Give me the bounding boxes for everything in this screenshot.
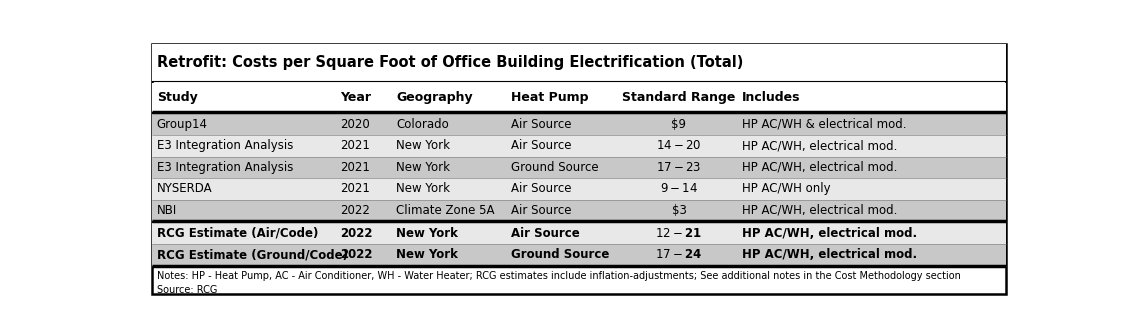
Text: HP AC/WH, electrical mod.: HP AC/WH, electrical mod.	[742, 204, 898, 217]
Bar	[151, 223, 1006, 244]
Bar	[151, 114, 1006, 135]
Text: 2021: 2021	[341, 139, 370, 152]
Text: Study: Study	[157, 91, 198, 104]
Text: RCG Estimate (Air/Code): RCG Estimate (Air/Code)	[157, 227, 318, 240]
Text: New York: New York	[396, 139, 450, 152]
Text: NYSERDA: NYSERDA	[157, 183, 212, 195]
Text: Retrofit: Costs per Square Foot of Office Building Electrification (Total): Retrofit: Costs per Square Foot of Offic…	[157, 55, 743, 70]
Text: Air Source: Air Source	[511, 227, 580, 240]
Text: $3: $3	[672, 204, 686, 217]
Text: Group14: Group14	[157, 118, 208, 131]
Text: Colorado: Colorado	[396, 118, 448, 131]
Text: Air Source: Air Source	[511, 139, 571, 152]
Text: HP AC/WH & electrical mod.: HP AC/WH & electrical mod.	[742, 118, 907, 131]
Text: Climate Zone 5A: Climate Zone 5A	[396, 204, 495, 217]
Text: 2020: 2020	[341, 118, 370, 131]
Text: Heat Pump: Heat Pump	[511, 91, 589, 104]
Text: 2022: 2022	[341, 249, 373, 261]
Text: Notes: HP - Heat Pump, AC - Air Conditioner, WH - Water Heater; RCG estimates in: Notes: HP - Heat Pump, AC - Air Conditio…	[157, 271, 961, 281]
Text: Year: Year	[341, 91, 371, 104]
Text: Ground Source: Ground Source	[511, 161, 598, 174]
Text: E3 Integration Analysis: E3 Integration Analysis	[157, 161, 294, 174]
Text: New York: New York	[396, 227, 458, 240]
Text: RCG Estimate (Ground/Code): RCG Estimate (Ground/Code)	[157, 249, 348, 261]
Text: Air Source: Air Source	[511, 183, 571, 195]
Text: $9: $9	[672, 118, 686, 131]
Bar	[151, 200, 1006, 221]
Bar	[151, 157, 1006, 178]
Text: $17 - $24: $17 - $24	[655, 249, 702, 261]
Text: Ground Source: Ground Source	[511, 249, 610, 261]
Text: Air Source: Air Source	[511, 204, 571, 217]
Text: Includes: Includes	[742, 91, 800, 104]
Text: 2021: 2021	[341, 161, 370, 174]
Text: New York: New York	[396, 183, 450, 195]
Text: $9 - $14: $9 - $14	[659, 183, 698, 195]
Text: 2022: 2022	[341, 227, 373, 240]
Text: $12 - $21: $12 - $21	[656, 227, 702, 240]
Bar	[151, 82, 1006, 112]
Text: 2021: 2021	[341, 183, 370, 195]
Text: HP AC/WH, electrical mod.: HP AC/WH, electrical mod.	[742, 139, 898, 152]
Text: New York: New York	[396, 249, 458, 261]
Text: NBI: NBI	[157, 204, 177, 217]
Text: HP AC/WH only: HP AC/WH only	[742, 183, 831, 195]
Text: HP AC/WH, electrical mod.: HP AC/WH, electrical mod.	[742, 161, 898, 174]
Text: HP AC/WH, electrical mod.: HP AC/WH, electrical mod.	[742, 249, 917, 261]
Text: New York: New York	[396, 161, 450, 174]
Text: Standard Range: Standard Range	[622, 91, 736, 104]
Text: E3 Integration Analysis: E3 Integration Analysis	[157, 139, 294, 152]
Text: Geography: Geography	[396, 91, 473, 104]
Bar	[151, 244, 1006, 266]
Text: $14 - $20: $14 - $20	[656, 139, 702, 152]
Bar	[151, 178, 1006, 200]
Text: $17 - $23: $17 - $23	[656, 161, 701, 174]
Text: HP AC/WH, electrical mod.: HP AC/WH, electrical mod.	[742, 227, 917, 240]
Text: 2022: 2022	[341, 204, 370, 217]
Text: Air Source: Air Source	[511, 118, 571, 131]
Text: Source: RCG: Source: RCG	[157, 285, 217, 295]
Bar	[151, 135, 1006, 157]
Bar	[151, 44, 1006, 81]
